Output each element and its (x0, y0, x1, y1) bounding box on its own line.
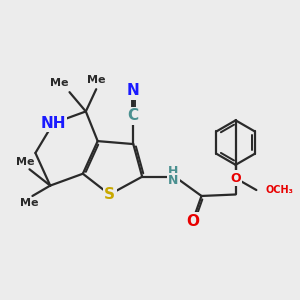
Text: Me: Me (50, 78, 68, 88)
Text: H: H (168, 165, 178, 178)
Text: C: C (128, 108, 139, 123)
Text: Me: Me (16, 157, 34, 167)
Text: NH: NH (40, 116, 66, 131)
Text: S: S (104, 187, 115, 202)
Text: O: O (230, 172, 241, 185)
Text: Me: Me (20, 198, 38, 208)
Text: N: N (127, 83, 140, 98)
Text: Me: Me (87, 75, 106, 85)
Text: OCH₃: OCH₃ (265, 185, 293, 195)
Text: N: N (168, 174, 178, 187)
Text: O: O (186, 214, 199, 229)
